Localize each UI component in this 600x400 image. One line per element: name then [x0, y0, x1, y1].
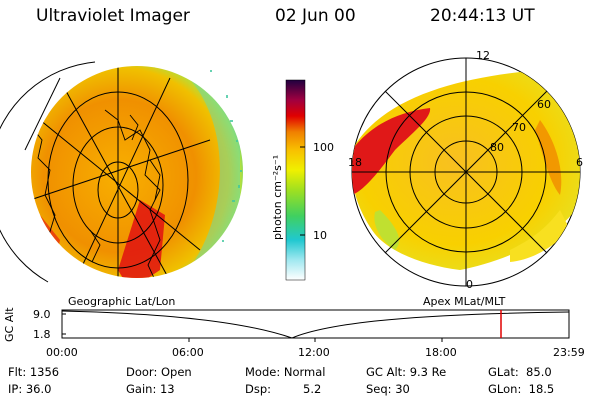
colorbar-unit-label: photon cm⁻²s⁻¹	[271, 154, 284, 240]
mlt-label-0: 0	[466, 278, 473, 291]
instrument-title: Ultraviolet Imager	[36, 6, 190, 26]
altitude-tick-1-8: 1.8	[33, 328, 51, 341]
ip-value: IP: 36.0	[8, 382, 52, 396]
colorbar-tick-10: 10	[313, 229, 327, 242]
right-map-label: Apex MLat/MLT	[423, 295, 506, 308]
mlt-label-6: 6	[576, 156, 583, 169]
lat-label-60: 60	[537, 98, 551, 111]
time-tick-0000: 00:00	[46, 346, 78, 359]
mode-value: Mode: Normal	[245, 365, 326, 379]
geo-longitude: GLon: 18.5	[488, 382, 555, 396]
lat-label-80: 80	[490, 141, 504, 154]
altitude-axis-label: GC Alt	[3, 307, 16, 342]
gc-altitude: GC Alt: 9.3 Re	[366, 365, 447, 379]
door-status: Door: Open	[126, 365, 192, 379]
colorbar	[285, 79, 306, 281]
dsp-label: Dsp:	[245, 382, 272, 396]
time-tick-2359: 23:59	[553, 346, 585, 359]
time-tick-1200: 12:00	[298, 346, 330, 359]
time-tick-0600: 06:00	[172, 346, 204, 359]
gain-value: Gain: 13	[126, 382, 175, 396]
mlt-label-12: 12	[476, 49, 490, 62]
sequence-number: Seq: 30	[366, 382, 410, 396]
left-map-label: Geographic Lat/Lon	[68, 295, 176, 308]
right-apex-map	[351, 57, 581, 287]
mlt-label-18: 18	[348, 156, 362, 169]
time-tick-1800: 18:00	[425, 346, 457, 359]
flight-number: Flt: 1356	[8, 365, 60, 379]
left-geographic-map	[0, 61, 243, 283]
colorbar-tick-100: 100	[313, 141, 334, 154]
geo-latitude: GLat: 85.0	[488, 365, 552, 379]
altitude-tick-9: 9.0	[33, 308, 51, 321]
dsp-value: 5.2	[303, 382, 322, 396]
date-label: 02 Jun 00	[275, 6, 356, 26]
altitude-plot	[61, 309, 570, 342]
lat-label-70: 70	[512, 121, 526, 134]
time-label: 20:44:13 UT	[430, 6, 535, 26]
